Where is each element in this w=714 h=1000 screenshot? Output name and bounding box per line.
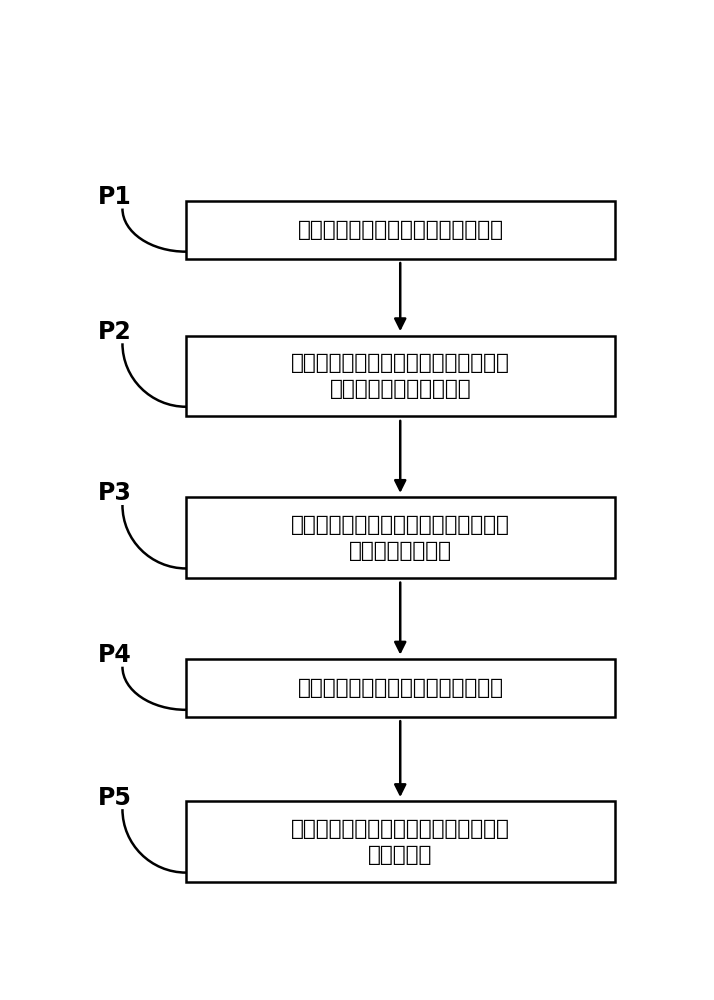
Text: 在塑胶件正面和背面的待处理区域均喷
涂一层可激光活化的材料: 在塑胶件正面和背面的待处理区域均喷 涂一层可激光活化的材料: [291, 353, 510, 399]
Text: 对塑胶件表面的槽内进行化学镀铜、电
学镀铜处理: 对塑胶件表面的槽内进行化学镀铜、电 学镀铜处理: [291, 819, 510, 865]
Text: 准备塑胶件；制备可激光活化的材料: 准备塑胶件；制备可激光活化的材料: [298, 220, 503, 240]
Text: 清洗经过镭射和开孔处理后的塑胶件: 清洗经过镭射和开孔处理后的塑胶件: [298, 678, 503, 698]
Text: P1: P1: [98, 185, 131, 209]
Text: P5: P5: [98, 786, 131, 810]
Bar: [186, 801, 615, 882]
Bar: [186, 497, 615, 578]
Bar: [186, 201, 615, 259]
Text: P2: P2: [98, 320, 131, 344]
Text: P3: P3: [98, 481, 131, 505]
Text: P4: P4: [98, 643, 131, 667]
Bar: [186, 659, 615, 717]
Bar: [186, 336, 615, 416]
Text: 使用激光在塑胶件的正面和背面镭射出
槽结构和设置通孔: 使用激光在塑胶件的正面和背面镭射出 槽结构和设置通孔: [291, 515, 510, 561]
